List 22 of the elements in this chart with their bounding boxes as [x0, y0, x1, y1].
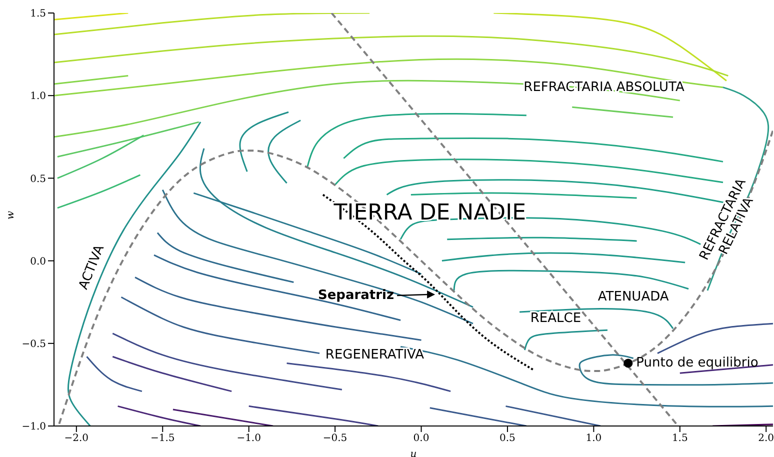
y-tick-label: 0.0 — [30, 256, 46, 268]
x-tick-label: 1.0 — [586, 433, 602, 444]
y-tick-label: −0.5 — [22, 338, 46, 350]
y-tick-label: 0.5 — [30, 174, 46, 185]
y-tick-label: 1.0 — [30, 91, 46, 102]
annotation: Separatriz — [318, 288, 394, 303]
x-tick-label: 1.5 — [672, 433, 688, 444]
x-axis-title: u — [410, 449, 417, 457]
x-tick-label: −1.0 — [236, 433, 261, 444]
y-tick-label: −1.0 — [22, 422, 46, 433]
x-tick-label: −1.5 — [150, 433, 175, 444]
x-tick-label: 0.0 — [413, 433, 430, 444]
annotation: REALCE — [530, 311, 582, 326]
y-tick-label: 1.5 — [30, 8, 46, 20]
x-tick-label: −0.5 — [322, 433, 348, 444]
x-tick-label: −2.0 — [64, 433, 89, 444]
annotation: REGENERATIVA — [325, 347, 424, 362]
annotation: ATENUADA — [598, 290, 669, 305]
y-axis-title: w — [6, 210, 17, 220]
x-tick-label: 0.5 — [500, 433, 516, 444]
x-tick-label: 2.0 — [758, 433, 774, 444]
annotation: Punto de equilibrio — [636, 356, 758, 371]
